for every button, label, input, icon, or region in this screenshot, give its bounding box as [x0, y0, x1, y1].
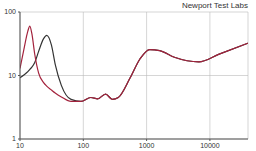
svg-text:10000: 10000 [200, 142, 220, 149]
svg-text:10: 10 [16, 142, 24, 149]
html-text:Newport Test Labs: Newport Test Labs [181, 1, 248, 10]
svg-text:100: 100 [8, 8, 16, 15]
svg-text:10: 10 [8, 72, 16, 79]
svg-text:1000: 1000 [139, 142, 155, 149]
svg-text:100: 100 [77, 142, 89, 149]
svg-text:1: 1 [12, 135, 16, 142]
